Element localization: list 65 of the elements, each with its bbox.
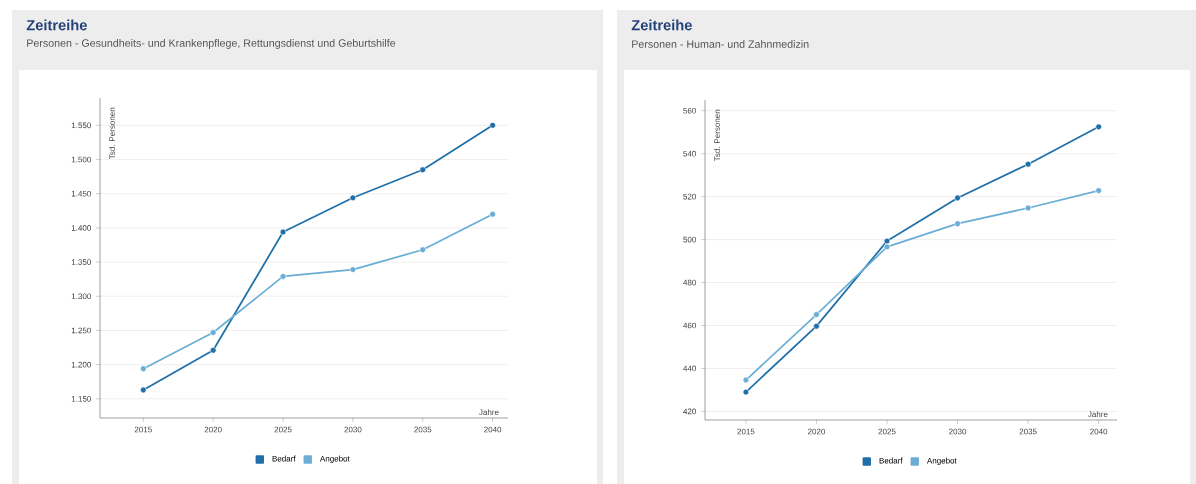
- y-axis-title: Tsd. Personen: [109, 107, 115, 160]
- chart-title: Zeitreihe: [26, 19, 87, 31]
- x-tick-label: 2020: [204, 426, 222, 433]
- y-tick-label: 1.400: [71, 225, 91, 231]
- point: [349, 266, 357, 273]
- point: [209, 347, 217, 354]
- x-tick-label: 2030: [949, 428, 967, 435]
- point: [1095, 123, 1102, 131]
- point: [883, 243, 891, 251]
- x-tick-label: 2040: [1090, 428, 1108, 435]
- point: [813, 322, 820, 330]
- point: [813, 311, 820, 318]
- y-tick-label: 480: [683, 279, 696, 286]
- x-tick-label: 2020: [807, 428, 826, 435]
- x-tick-label: 2025: [274, 426, 292, 433]
- chart-title: Zeitreihe: [631, 19, 692, 31]
- x-tick-label: 2015: [737, 428, 755, 435]
- x-axis-title: Jahre: [479, 409, 499, 416]
- y-tick-label: 440: [683, 365, 696, 372]
- y-axis-title: Tsd. Personen: [714, 109, 720, 162]
- point: [1024, 204, 1032, 212]
- point: [954, 220, 961, 227]
- y-tick-label: 1.550: [71, 122, 91, 129]
- point: [279, 228, 287, 236]
- y-tick-label: 1.350: [71, 259, 91, 265]
- point: [954, 194, 961, 202]
- x-tick-label: 2025: [878, 428, 896, 435]
- y-tick-label: 500: [683, 236, 696, 243]
- y-tick-label: 1.200: [71, 361, 91, 368]
- x-tick-label: 2035: [1019, 428, 1037, 435]
- chart-subtitle: Personen - Gesundheits- und Krankenpflege, Rettungsdienst und Geburtshilfe: [27, 39, 396, 49]
- legend-label: Bedarf: [879, 457, 903, 464]
- legend-label: Angebot: [319, 455, 350, 464]
- point: [742, 376, 750, 384]
- y-tick-label: 1.450: [71, 190, 91, 197]
- point: [1095, 187, 1102, 194]
- point: [489, 210, 496, 218]
- point: [742, 388, 750, 396]
- y-tick-label: 460: [683, 322, 696, 329]
- x-tick-label: 2030: [344, 426, 362, 433]
- point: [279, 273, 287, 280]
- point: [489, 122, 496, 129]
- y-tick-label: 1.150: [71, 396, 91, 402]
- y-tick-label: 560: [683, 107, 696, 114]
- x-tick-label: 2035: [414, 426, 432, 433]
- y-tick-label: 540: [683, 150, 696, 157]
- x-axis-title: Jahre: [1088, 411, 1108, 418]
- y-tick-label: 1.500: [71, 156, 91, 163]
- point: [1024, 160, 1032, 168]
- point: [140, 386, 147, 394]
- x-tick-label: 2040: [484, 426, 502, 433]
- point: [140, 365, 147, 373]
- y-tick-label: 1.300: [71, 293, 91, 300]
- chart-subtitle: Personen - Human- und Zahnmedizin: [632, 40, 809, 48]
- point: [349, 194, 357, 202]
- y-tick-label: 1.250: [71, 327, 91, 334]
- point: [209, 329, 217, 336]
- legend-label: Angebot: [926, 457, 957, 466]
- point: [883, 237, 891, 245]
- x-tick-label: 2015: [134, 426, 152, 433]
- point: [419, 246, 427, 254]
- y-tick-label: 420: [683, 408, 696, 415]
- legend-label: Bedarf: [272, 455, 296, 462]
- point: [419, 166, 427, 174]
- y-tick-label: 520: [683, 193, 696, 200]
